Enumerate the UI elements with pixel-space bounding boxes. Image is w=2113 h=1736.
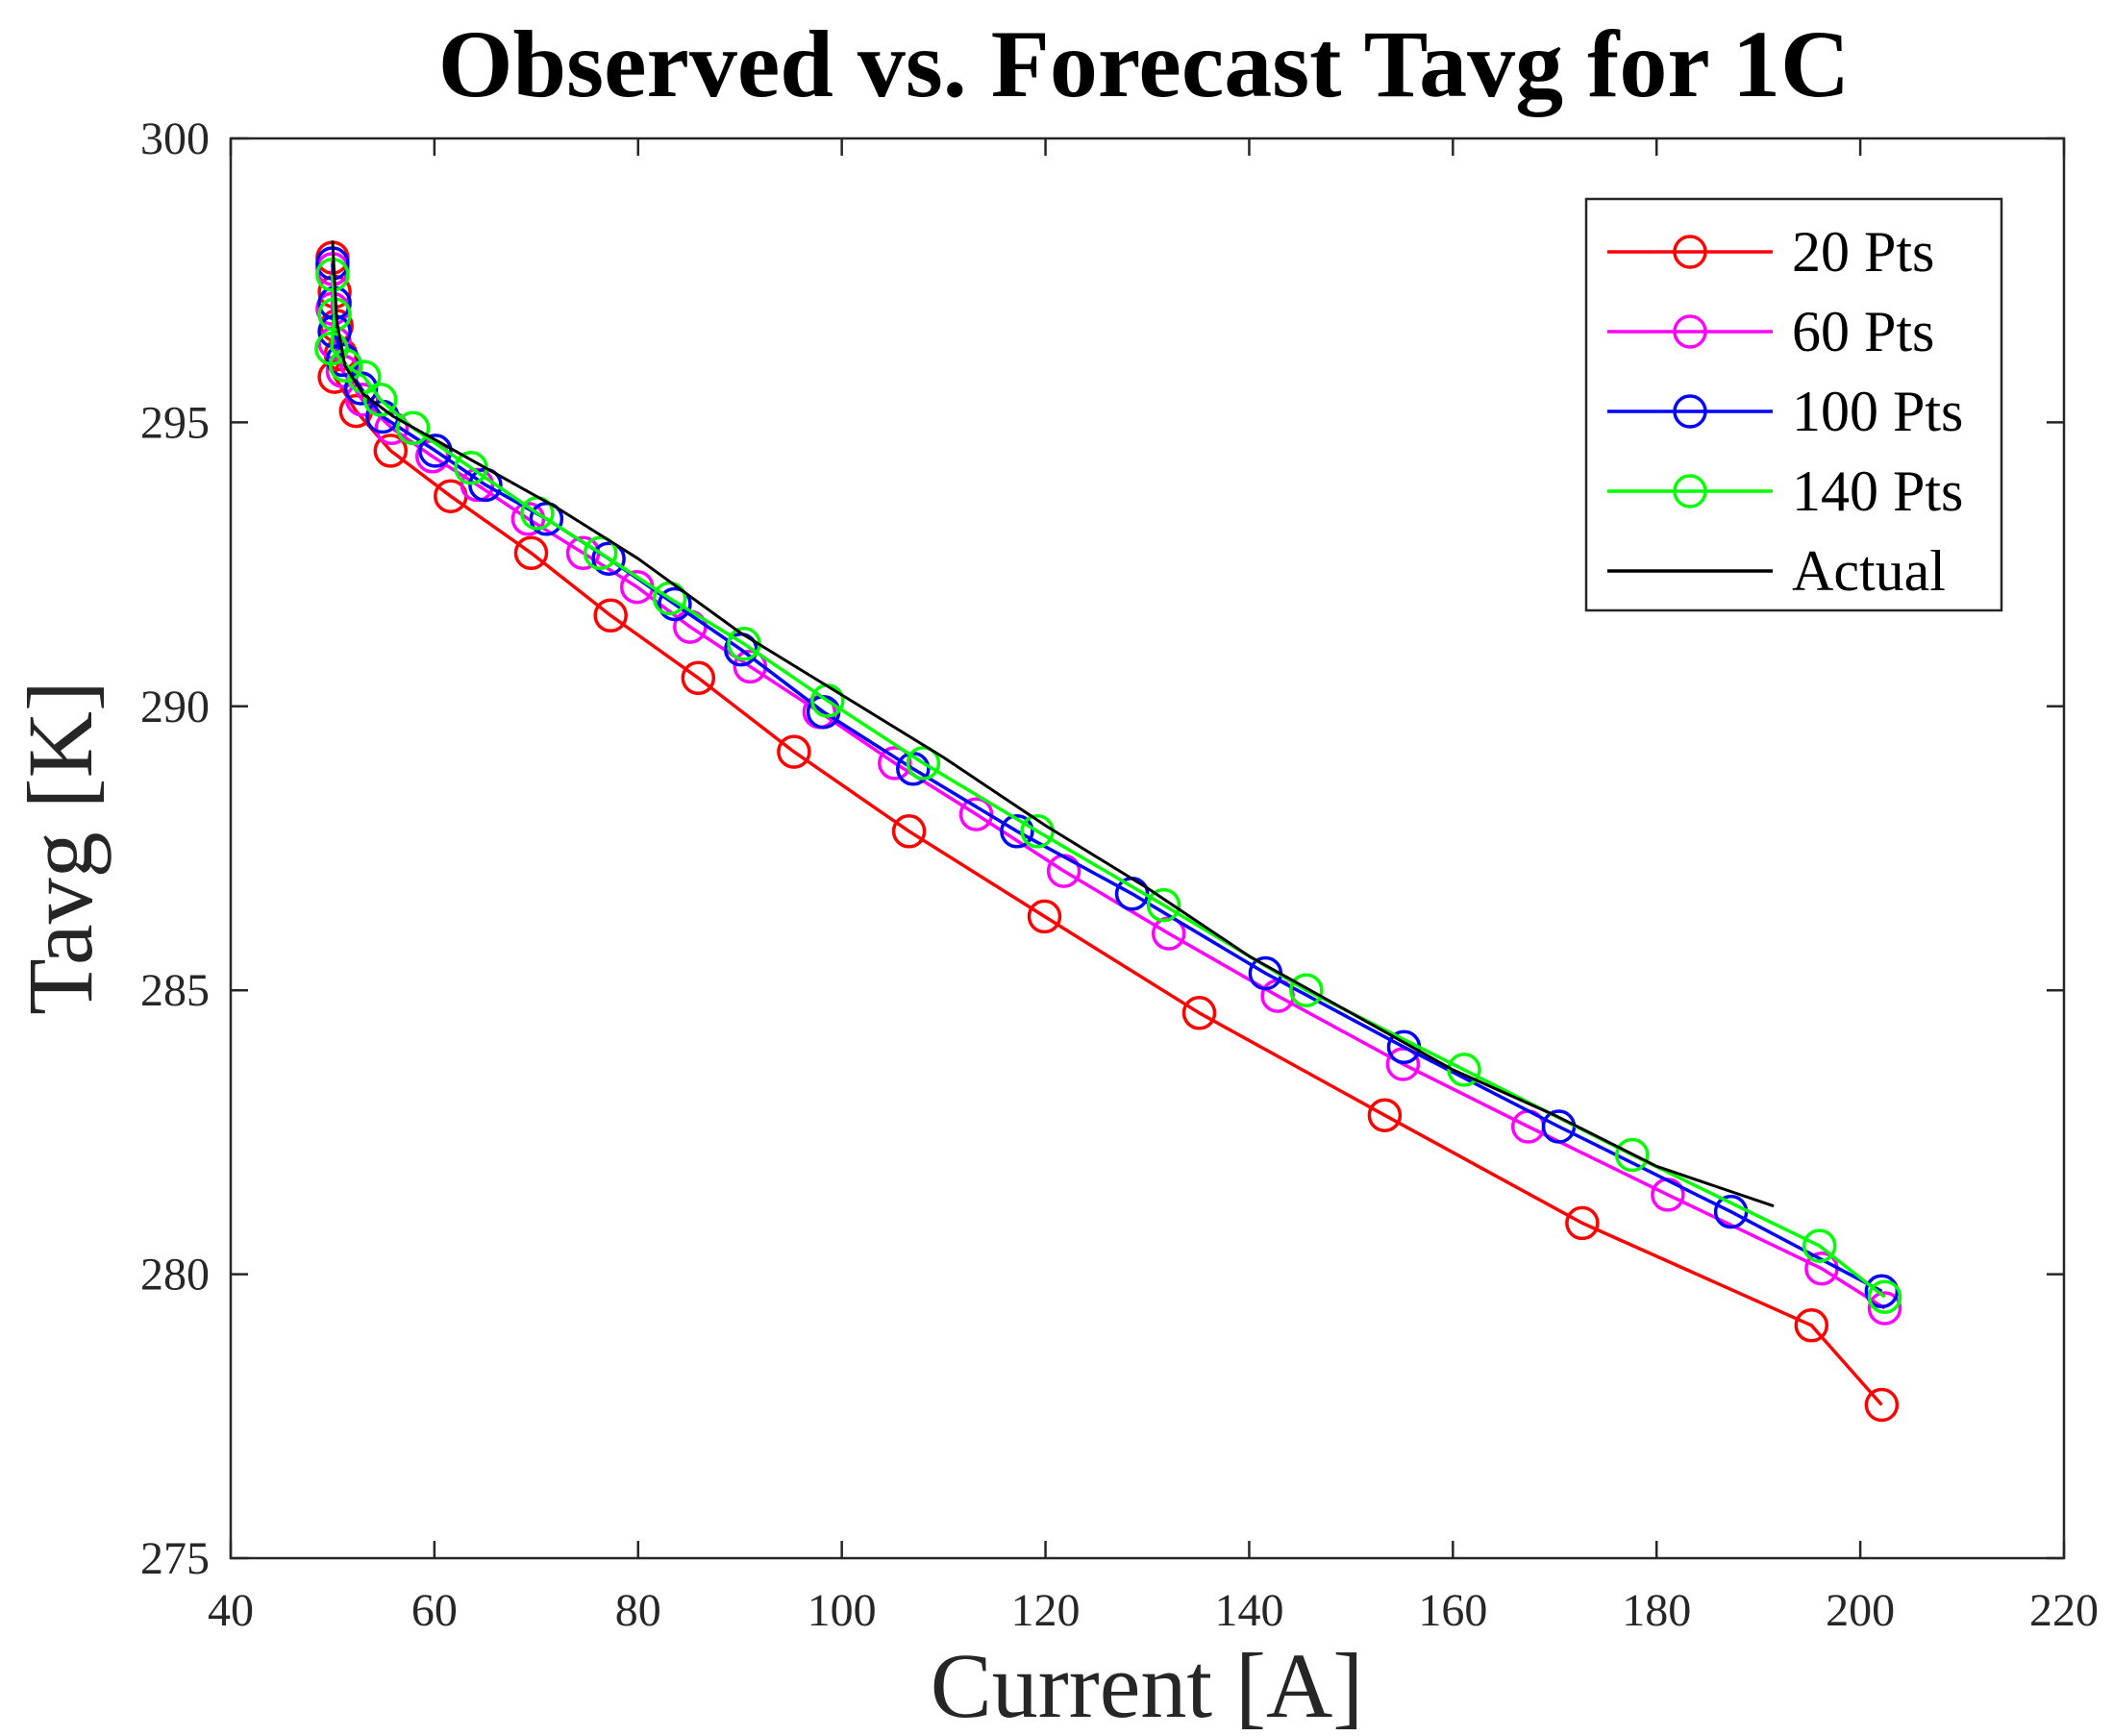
data-point-140-pts [1867, 1279, 1902, 1314]
x-tick-label: 220 [2029, 1585, 2099, 1636]
data-point-100-pts [1000, 814, 1034, 849]
legend-marker [1673, 474, 1707, 508]
x-tick-label: 40 [208, 1585, 254, 1636]
series-line-60-pts [331, 268, 1886, 1310]
x-axis-label: Current [A] [931, 1634, 1364, 1736]
y-tick-label: 275 [140, 1533, 210, 1584]
x-tick-label: 140 [1214, 1585, 1283, 1636]
data-point-140-pts [1447, 1053, 1481, 1087]
series-layer [314, 240, 1902, 1423]
data-point-20-pts [513, 535, 549, 571]
data-point-100-pts [1864, 1274, 1900, 1309]
data-point-100-pts [658, 586, 692, 622]
data-point-140-pts [328, 348, 363, 384]
data-point-20-pts [1181, 996, 1217, 1030]
series-140-pts [314, 258, 1902, 1314]
legend: 20 Pts 60 Pts 100 Pts 140 Pts Actual [1584, 197, 2003, 612]
y-tick-label: 295 [140, 397, 210, 448]
data-point-60-pts [344, 383, 380, 417]
data-point-140-pts [1146, 887, 1181, 923]
legend-label: 60 Pts [1792, 300, 1934, 363]
data-point-20-pts [777, 734, 811, 769]
data-point-140-pts [1615, 1137, 1650, 1173]
data-point-20-pts [1864, 1387, 1900, 1423]
legend-entries: 20 Pts 60 Pts 100 Pts 140 Pts Actual [1607, 220, 1963, 603]
data-point-60-pts [1385, 1047, 1421, 1081]
legend-label: 20 Pts [1792, 220, 1934, 284]
legend-entry-140-pts: 140 Pts [1607, 459, 1963, 523]
x-tick-label: 80 [615, 1585, 661, 1636]
x-tick-label: 160 [1418, 1585, 1487, 1636]
data-point-140-pts [347, 360, 382, 394]
data-point-60-pts [878, 746, 912, 781]
series-line-actual [331, 240, 1775, 1208]
y-tick-label: 290 [140, 682, 210, 732]
data-point-60-pts [460, 467, 495, 503]
data-point-140-pts [395, 410, 431, 446]
data-point-140-pts [362, 383, 398, 417]
legend-entry-100-pts: 100 Pts [1607, 380, 1963, 443]
data-point-60-pts [374, 410, 410, 446]
legend-entry-actual: Actual [1607, 539, 1946, 603]
data-point-140-pts [1289, 973, 1324, 1007]
legend-marker [1673, 314, 1707, 349]
legend-label: 140 Pts [1792, 459, 1963, 523]
plot-frame [229, 136, 2066, 1560]
data-point-60-pts [1867, 1291, 1902, 1326]
chart-title: Observed vs. Forecast Tavg for 1C [438, 11, 1850, 117]
series-actual [331, 240, 1775, 1208]
x-tick-label: 100 [808, 1585, 877, 1636]
data-point-100-pts [325, 342, 360, 378]
legend-box [1584, 197, 2003, 612]
x-tick-label: 200 [1826, 1585, 1895, 1636]
data-point-140-pts [906, 746, 941, 781]
data-point-20-pts [1565, 1205, 1600, 1241]
data-point-20-pts [681, 660, 716, 696]
ticks-layer: 40 60 80 100 120 140 160 180 200 220 275 280 285 290 2… [140, 113, 2099, 1636]
y-axis-label: Tavg [K] [9, 681, 112, 1015]
x-tick-label: 60 [411, 1585, 458, 1636]
legend-label: 100 Pts [1792, 380, 1963, 443]
data-point-20-pts [1367, 1098, 1403, 1132]
y-tick-label: 300 [140, 113, 210, 164]
legend-entry-60-pts: 60 Pts [1607, 300, 1934, 363]
y-tick-label: 285 [140, 965, 210, 1016]
data-point-20-pts [891, 814, 927, 849]
data-point-20-pts [1794, 1308, 1829, 1343]
x-tick-label: 120 [1011, 1585, 1081, 1636]
data-point-140-pts [583, 535, 618, 571]
legend-label: Actual [1792, 539, 1946, 603]
x-tick-label: 180 [1622, 1585, 1691, 1636]
y-tick-label: 280 [140, 1250, 210, 1301]
data-point-100-pts [418, 434, 453, 468]
legend-entry-20-pts: 20 Pts [1607, 220, 1934, 284]
data-point-140-pts [1802, 1228, 1837, 1263]
data-point-20-pts [593, 598, 628, 633]
legend-marker [1673, 394, 1707, 429]
data-point-20-pts [1027, 899, 1062, 934]
legend-marker [1673, 235, 1707, 269]
data-point-100-pts [591, 541, 626, 576]
data-point-20-pts [373, 434, 409, 468]
